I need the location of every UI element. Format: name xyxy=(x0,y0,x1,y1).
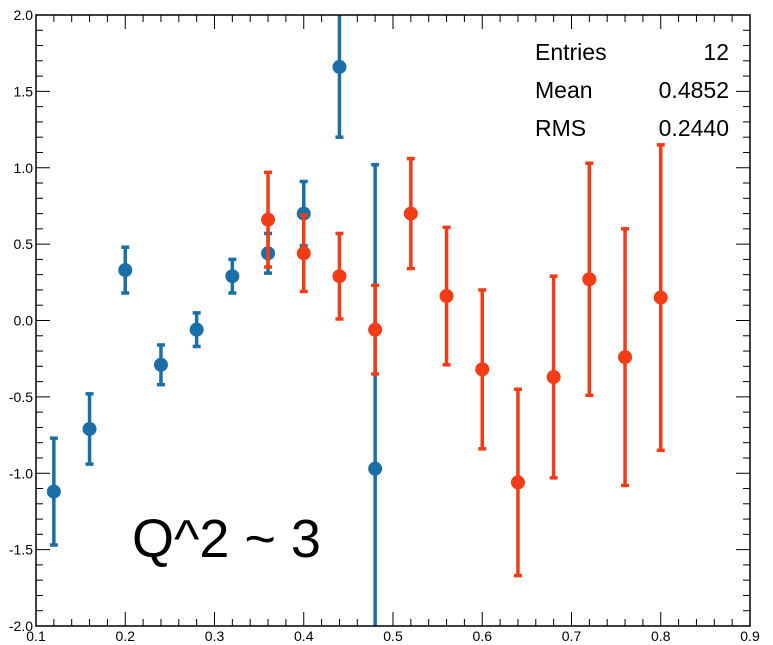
series-1 xyxy=(261,143,668,578)
x-tick-label: 0.8 xyxy=(651,628,671,644)
x-tick-label: 0.2 xyxy=(116,628,136,644)
data-point xyxy=(475,362,490,377)
data-point xyxy=(439,289,454,304)
x-tick-label: 0.9 xyxy=(740,628,760,644)
data-point xyxy=(332,59,347,74)
data-point xyxy=(510,475,525,490)
y-tick-label: -2.0 xyxy=(9,618,33,634)
data-point xyxy=(403,206,418,221)
y-tick-label: 2.0 xyxy=(14,7,34,23)
data-point xyxy=(368,322,383,337)
stats-mean-value: 0.4852 xyxy=(659,77,729,103)
data-point xyxy=(582,272,597,287)
axis-ticks xyxy=(35,14,751,627)
y-tick-label: 0.0 xyxy=(14,313,34,329)
data-point xyxy=(46,484,61,499)
y-tick-label: -0.5 xyxy=(9,389,33,405)
x-tick-label: 0.6 xyxy=(473,628,493,644)
data-point xyxy=(296,246,311,261)
stats-entries-label: Entries xyxy=(535,39,607,65)
data-point xyxy=(261,212,276,227)
x-tick-label: 0.3 xyxy=(205,628,225,644)
data-series xyxy=(46,15,668,626)
x-tick-label: 0.4 xyxy=(294,628,314,644)
data-point xyxy=(189,322,204,337)
x-tick-label: 0.7 xyxy=(562,628,582,644)
data-point xyxy=(225,269,240,284)
stats-rms-label: RMS xyxy=(535,115,586,141)
y-tick-label: -1.0 xyxy=(9,465,33,481)
stats-rms-value: 0.2440 xyxy=(659,115,729,141)
y-tick-label: 1.5 xyxy=(14,83,34,99)
stats-mean-label: Mean xyxy=(535,77,593,103)
y-tick-label: -1.5 xyxy=(9,542,33,558)
data-point xyxy=(618,350,633,365)
x-tick-label: 0.1 xyxy=(26,628,46,644)
data-point xyxy=(82,421,97,436)
q2-annotation: Q^2 ~ 3 xyxy=(132,509,321,569)
plot-frame xyxy=(35,14,751,627)
x-tick-label: 0.5 xyxy=(383,628,403,644)
y-tick-label: 0.5 xyxy=(14,236,34,252)
y-tick-label: 1.0 xyxy=(14,160,34,176)
data-point xyxy=(653,290,668,305)
data-point xyxy=(368,461,383,476)
stats-entries-value: 12 xyxy=(703,39,729,65)
tick-labels: 0.1 0.2 0.3 0.4 0.5 0.6 0.7 0.8 0.9 -2.0 -1.5 -1.0 -… xyxy=(9,7,760,644)
stats-box: Entries 12 Mean 0.4852 RMS 0.2440 xyxy=(535,39,729,141)
data-point xyxy=(332,269,347,284)
data-point xyxy=(546,370,561,385)
series-0 xyxy=(46,15,383,626)
data-point xyxy=(118,263,133,278)
data-point xyxy=(153,357,168,372)
